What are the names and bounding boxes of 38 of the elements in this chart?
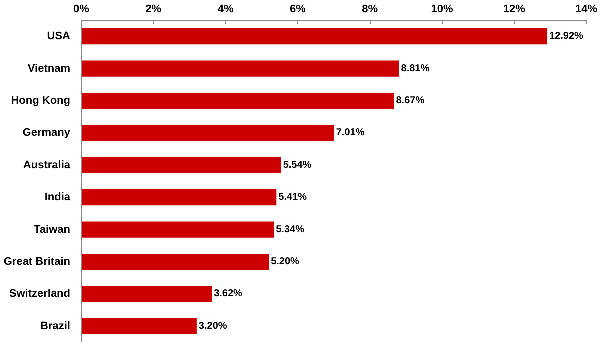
bar <box>82 92 394 110</box>
x-tick-label: 10% <box>431 4 454 16</box>
y-tick-label: Hong Kong <box>11 95 71 107</box>
data-label: 8.81% <box>401 63 430 74</box>
bar <box>82 190 277 206</box>
data-label: 3.20% <box>198 320 228 332</box>
data-label: 8.67% <box>396 96 425 106</box>
y-tick-label: Great Britain <box>4 256 71 268</box>
bar <box>82 222 274 238</box>
x-tick-label: 8% <box>362 4 378 16</box>
data-label: 7.01% <box>336 128 365 139</box>
data-label: 3.62% <box>214 288 243 300</box>
y-tick-label: Switzerland <box>9 288 70 300</box>
x-tick-label: 4% <box>218 4 234 16</box>
bar <box>82 157 282 174</box>
x-tick-label: 2% <box>146 4 162 16</box>
y-tick-label: Brazil <box>40 320 71 332</box>
bar <box>82 125 334 142</box>
bar <box>82 28 548 45</box>
x-tick-label: 12% <box>503 4 526 16</box>
x-tick-label: 0% <box>74 4 90 16</box>
y-tick-label: USA <box>47 30 71 43</box>
data-label: 12.92% <box>550 31 584 42</box>
y-tick-label: Germany <box>22 127 72 140</box>
y-tick-label: Australia <box>23 159 72 172</box>
data-label: 5.20% <box>271 256 300 268</box>
data-label: 5.54% <box>283 160 312 171</box>
x-tick-label: 14% <box>575 4 598 16</box>
data-label: 5.34% <box>276 224 305 236</box>
y-tick-label: India <box>44 192 72 204</box>
data-label: 5.41% <box>278 192 308 204</box>
bar <box>82 286 212 302</box>
y-tick-label: Vietnam <box>28 62 71 75</box>
y-tick-label: Taiwan <box>34 224 71 236</box>
bar <box>82 318 197 334</box>
x-tick-label: 6% <box>290 4 306 16</box>
bar <box>82 254 270 270</box>
bar <box>82 60 400 77</box>
